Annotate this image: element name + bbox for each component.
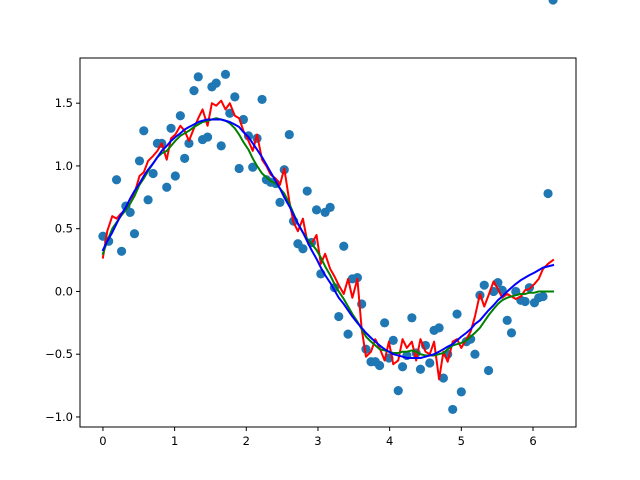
- x-tick-label: 5: [458, 434, 465, 448]
- scatter-point: [230, 92, 240, 102]
- scatter-point: [407, 313, 417, 323]
- scatter-point: [388, 335, 398, 345]
- scatter-point: [175, 111, 185, 121]
- scatter-point: [116, 246, 127, 256]
- scatter-point: [184, 138, 194, 148]
- scatter-point: [311, 205, 322, 215]
- x-tick-label: 2: [243, 434, 250, 448]
- scatter-point: [170, 171, 180, 181]
- scatter-point: [211, 78, 221, 88]
- blue-series-line: [101, 118, 555, 359]
- scatter-point: [148, 168, 158, 179]
- scatter-point: [538, 291, 548, 302]
- scatter-point: [284, 129, 294, 140]
- green-series-line: [101, 117, 555, 357]
- scatter-point: [448, 404, 458, 415]
- scatter-point: [343, 329, 353, 339]
- scatter-point: [339, 241, 349, 251]
- scatter-point: [479, 280, 489, 290]
- scatter-point: [334, 311, 344, 322]
- scatter-point: [470, 349, 480, 359]
- scatter-point: [111, 175, 122, 185]
- scatter-point: [425, 358, 435, 368]
- scatter-point: [166, 123, 176, 133]
- plot-content: [98, 0, 558, 415]
- scatter-point: [483, 365, 494, 376]
- scatter-point: [438, 373, 448, 383]
- plot-frame: [79, 57, 577, 428]
- scatter-point: [456, 387, 466, 397]
- scatter-point: [162, 182, 172, 192]
- x-tick-label: 4: [386, 434, 393, 448]
- y-tick-label: 0.0: [55, 284, 73, 298]
- x-axis: 0 1 2 3 4 5 6: [99, 427, 537, 448]
- scatter-point: [543, 188, 553, 199]
- scatter-point: [302, 186, 312, 196]
- red-series-line: [101, 99, 555, 381]
- scatter-point: [134, 156, 145, 166]
- scatter-point: [139, 126, 149, 136]
- scatter-point: [548, 0, 558, 5]
- scatter-point: [248, 162, 258, 172]
- scatter-point: [234, 163, 244, 174]
- x-tick-label: 1: [171, 434, 178, 448]
- scatter-point: [193, 72, 203, 82]
- y-axis: −1.0 −0.5 0.0 0.5 1.0 1.5: [45, 96, 80, 424]
- scatter-point: [143, 195, 153, 205]
- scatter-point: [375, 360, 385, 371]
- scatter-point: [506, 328, 517, 338]
- y-tick-label: 1.0: [55, 159, 73, 173]
- x-tick-label: 3: [314, 434, 321, 448]
- scatter-point: [180, 153, 190, 164]
- scatter-point: [380, 318, 390, 328]
- scatter-point: [216, 141, 226, 151]
- scatter-point: [298, 244, 308, 254]
- scatter-point: [393, 386, 403, 396]
- x-tick-label: 6: [529, 434, 536, 448]
- scatter-point: [202, 132, 213, 142]
- scatter-point: [452, 309, 462, 319]
- y-tick-label: 0.5: [55, 222, 73, 236]
- scatter-point: [220, 69, 231, 79]
- scatter-point: [434, 323, 444, 333]
- scatter-point: [257, 94, 267, 105]
- y-tick-label: −0.5: [45, 347, 73, 361]
- scatter-point: [325, 202, 335, 212]
- scatter-point: [415, 364, 426, 374]
- scatter-point: [502, 315, 512, 325]
- y-tick-label: −1.0: [45, 410, 73, 424]
- scatter-point: [352, 273, 362, 283]
- scatter-point: [129, 229, 140, 239]
- scatter-point: [189, 86, 199, 96]
- scatter-point: [275, 197, 285, 207]
- scatter-point: [520, 296, 530, 307]
- scatter-point: [125, 207, 135, 217]
- x-tick-label: 0: [99, 434, 106, 448]
- scatter-point: [397, 362, 408, 372]
- y-tick-label: 1.5: [55, 96, 73, 110]
